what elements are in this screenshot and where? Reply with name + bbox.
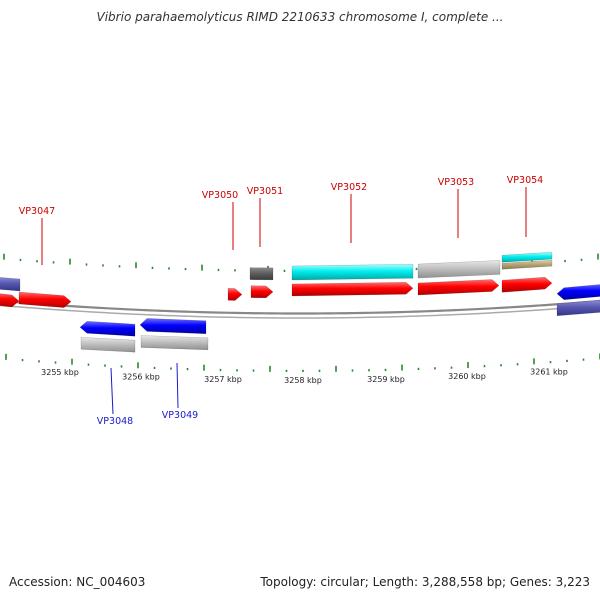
- svg-text:VP3049: VP3049: [162, 410, 198, 421]
- gene-label-vp3047[interactable]: VP3047: [19, 206, 55, 265]
- gene-arrow-vp3047[interactable]: [18, 291, 72, 308]
- cds-feature-vp3054-a[interactable]: [501, 251, 553, 263]
- svg-text:VP3051: VP3051: [247, 186, 283, 197]
- gene-arrow-vp3054[interactable]: [501, 276, 553, 293]
- gene-label-vp3052[interactable]: VP3052: [331, 182, 367, 243]
- gene-arrow-vp3049[interactable]: [139, 318, 207, 335]
- gene-label-vp3049[interactable]: VP3049: [162, 362, 198, 421]
- chromosome-backbone: [0, 299, 600, 315]
- cds-feature-vp3051[interactable]: [249, 267, 274, 281]
- cds-feature-vp3053[interactable]: [417, 260, 501, 279]
- chromosome-backbone-inner: [0, 304, 600, 319]
- map-title: Vibrio parahaemolyticus RIMD 2210633 chr…: [96, 10, 504, 24]
- cds-feature-reverse-partial[interactable]: [556, 300, 600, 317]
- gene-label-vp3053[interactable]: VP3053: [438, 177, 474, 238]
- scale-tick-label: 3255 kbp: [41, 368, 79, 377]
- gene-label-vp3054[interactable]: VP3054: [507, 175, 543, 237]
- cds-feature-partial[interactable]: [0, 277, 21, 292]
- gc-tick-row-lower: [5, 353, 600, 372]
- gene-label-vp3050[interactable]: VP3050: [202, 190, 238, 250]
- svg-text:VP3052: VP3052: [331, 182, 367, 193]
- gene-arrow-reverse-partial[interactable]: [556, 284, 600, 301]
- gene-arrow-vp3052[interactable]: [291, 281, 414, 297]
- cds-feature-vp3054-b[interactable]: [501, 259, 553, 270]
- svg-text:VP3048: VP3048: [97, 416, 133, 427]
- svg-text:VP3050: VP3050: [202, 190, 238, 201]
- scale-tick-label: 3258 kbp: [284, 376, 322, 385]
- svg-text:VP3053: VP3053: [438, 177, 474, 188]
- svg-text:VP3054: VP3054: [507, 175, 543, 186]
- cds-feature-vp3052[interactable]: [291, 263, 414, 281]
- scale-tick-label: 3259 kbp: [367, 375, 405, 384]
- gene-arrow-vp3050[interactable]: [227, 288, 243, 301]
- scale-tick-label: 3256 kbp: [122, 372, 160, 381]
- accession-label: Accession: NC_004603: [9, 575, 146, 589]
- cds-feature-vp3048[interactable]: [80, 337, 136, 353]
- gene-arrow-vp3053[interactable]: [417, 279, 500, 296]
- scale-tick-label: 3257 kbp: [204, 375, 242, 384]
- gene-arrow-vp3051[interactable]: [250, 285, 274, 299]
- scale-tick-label: 3260 kbp: [448, 372, 486, 381]
- cds-feature-vp3049[interactable]: [140, 335, 209, 351]
- gene-label-vp3048[interactable]: VP3048: [97, 367, 133, 427]
- gene-label-vp3051[interactable]: VP3051: [247, 186, 283, 247]
- genome-summary: Topology: circular; Length: 3,288,558 bp…: [260, 575, 590, 589]
- gene-arrow-vp3048[interactable]: [79, 320, 136, 337]
- scale-tick-label: 3261 kbp: [530, 367, 568, 376]
- svg-text:VP3047: VP3047: [19, 206, 55, 217]
- gene-arrow-forward-partial[interactable]: [0, 293, 20, 308]
